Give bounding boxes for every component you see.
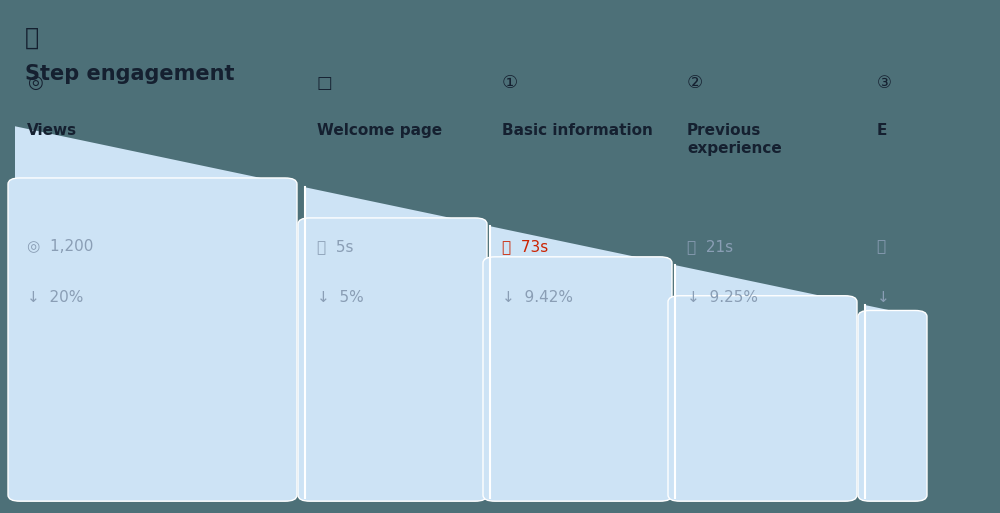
Polygon shape (675, 265, 850, 498)
Text: E: E (877, 123, 887, 138)
Text: ⧖  73s: ⧖ 73s (502, 239, 548, 254)
Text: ↓: ↓ (877, 290, 900, 305)
Polygon shape (15, 126, 290, 498)
Text: ↓  5%: ↓ 5% (317, 290, 364, 305)
Text: ⧖: ⧖ (877, 239, 896, 254)
Text: Step engagement: Step engagement (25, 64, 234, 84)
Text: ⧉: ⧉ (25, 26, 39, 50)
Text: ⧖  21s: ⧖ 21s (687, 239, 733, 254)
Text: ↓  9.25%: ↓ 9.25% (687, 290, 758, 305)
Text: ③: ③ (877, 74, 892, 92)
Text: Views: Views (27, 123, 77, 138)
FancyBboxPatch shape (8, 178, 297, 501)
Text: ↓  9.42%: ↓ 9.42% (502, 290, 573, 305)
FancyBboxPatch shape (298, 218, 487, 501)
Polygon shape (305, 187, 480, 498)
Text: ①: ① (502, 74, 518, 92)
FancyBboxPatch shape (858, 310, 927, 501)
Text: ◎  1,200: ◎ 1,200 (27, 239, 93, 254)
Text: ⧖  5s: ⧖ 5s (317, 239, 354, 254)
Text: ↓  20%: ↓ 20% (27, 290, 83, 305)
FancyBboxPatch shape (668, 295, 857, 501)
Text: Previous
experience: Previous experience (687, 123, 782, 156)
Text: ◎: ◎ (27, 74, 43, 92)
Text: Basic information: Basic information (502, 123, 653, 138)
Text: □: □ (317, 74, 333, 92)
Polygon shape (865, 305, 920, 498)
FancyBboxPatch shape (483, 257, 672, 501)
Polygon shape (490, 226, 665, 498)
Text: Welcome page: Welcome page (317, 123, 442, 138)
Text: ②: ② (687, 74, 703, 92)
